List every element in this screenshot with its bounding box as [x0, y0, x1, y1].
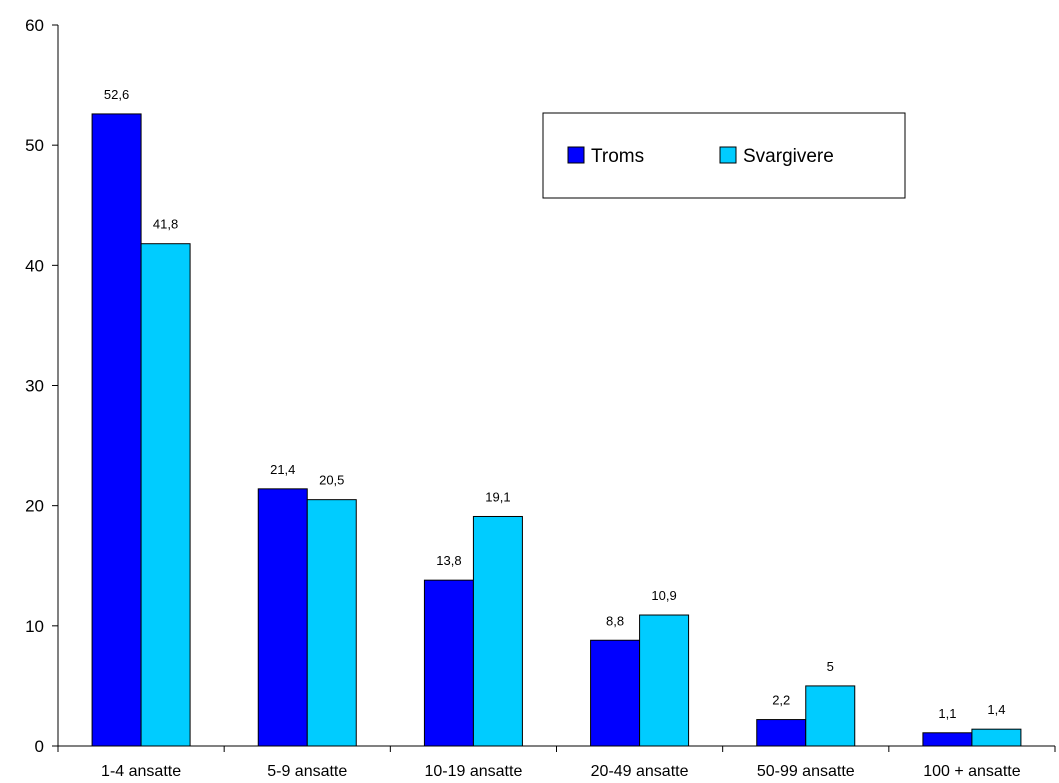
- data-label-troms: 2,2: [772, 693, 790, 708]
- y-tick-label: 60: [25, 16, 44, 35]
- y-tick-label: 10: [25, 617, 44, 636]
- data-label-svargivere: 5: [827, 659, 834, 674]
- data-labels: 52,6 41,8 21,4 20,5 13,8 19,1 8,8 10,9 2,2 5 1,1 1,…: [104, 87, 1006, 721]
- bar-troms: [922, 732, 973, 747]
- data-label-svargivere: 41,8: [153, 217, 178, 232]
- x-category-label: 1-4 ansatte: [101, 763, 181, 780]
- x-category-label: 10-19 ansatte: [424, 763, 522, 780]
- legend-label-troms: Troms: [591, 146, 644, 167]
- bar-svargivere: [639, 614, 690, 747]
- y-tick-label: 40: [25, 256, 44, 275]
- bar-svargivere: [971, 728, 1022, 747]
- data-label-svargivere: 1,4: [987, 702, 1005, 717]
- bars: [91, 113, 1022, 747]
- data-label-troms: 8,8: [606, 613, 624, 628]
- y-tick-label: 50: [25, 136, 44, 155]
- x-category-label: 100 + ansatte: [923, 763, 1021, 780]
- y-tick-label: 30: [25, 377, 44, 396]
- y-axis: 0 10 20 30 40 50 60: [25, 16, 59, 756]
- bar-svargivere: [306, 499, 357, 747]
- legend-label-svargivere: Svargivere: [743, 146, 834, 167]
- bar-svargivere: [472, 515, 523, 747]
- x-category-label: 5-9 ansatte: [267, 763, 347, 780]
- data-label-troms: 13,8: [436, 553, 461, 568]
- y-tick-label: 20: [25, 497, 44, 516]
- bar-svargivere: [805, 685, 856, 747]
- bar-troms: [423, 579, 474, 747]
- bar-troms: [590, 639, 641, 747]
- bar-troms: [91, 113, 142, 747]
- legend-swatch-troms: [567, 146, 585, 164]
- legend-swatch-svargivere: [719, 146, 737, 164]
- x-axis: 1-4 ansatte 5-9 ansatte 10-19 ansatte 20-49…: [57, 745, 1056, 780]
- x-category-label: 20-49 ansatte: [591, 763, 689, 780]
- data-label-svargivere: 20,5: [319, 473, 344, 488]
- y-tick-label: 0: [35, 737, 44, 756]
- data-label-troms: 52,6: [104, 87, 129, 102]
- data-label-troms: 1,1: [938, 706, 956, 721]
- data-label-svargivere: 10,9: [651, 588, 676, 603]
- bar-troms: [756, 719, 807, 747]
- legend: Troms Svargivere: [542, 112, 906, 199]
- x-category-label: 50-99 ansatte: [757, 763, 855, 780]
- bar-troms: [257, 488, 308, 747]
- data-label-troms: 21,4: [270, 462, 295, 477]
- bar-svargivere: [140, 243, 191, 747]
- data-label-svargivere: 19,1: [485, 489, 510, 504]
